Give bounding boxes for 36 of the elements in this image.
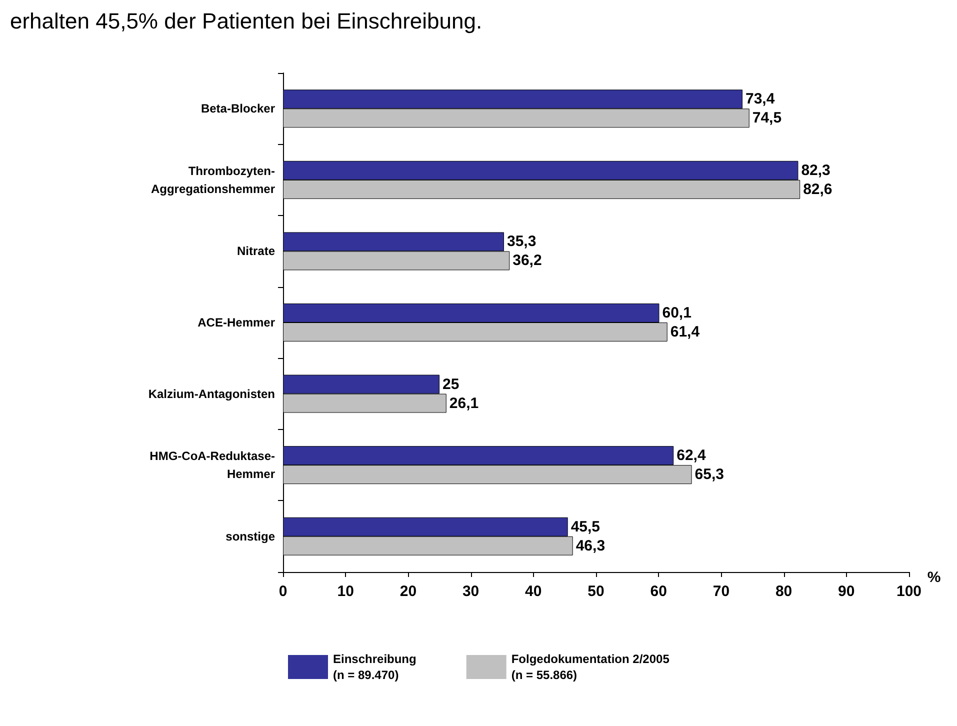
data-label: 61,4 <box>670 324 700 340</box>
x-tick-label: 70 <box>712 583 730 600</box>
data-label: 82,3 <box>801 162 830 179</box>
data-label: 36,2 <box>512 252 542 270</box>
x-tick-label: 40 <box>525 583 542 600</box>
data-label: 82,6 <box>803 180 832 198</box>
y-tick-label: sonstige <box>226 529 276 544</box>
x-tick-label: 20 <box>400 583 417 600</box>
x-tick-label: 80 <box>775 583 792 600</box>
y-tick-label: HMG-CoA-Reduktase- Hemmer <box>150 449 276 482</box>
data-label: 60,1 <box>662 304 692 322</box>
x-tick-label: 0 <box>278 583 288 600</box>
y-tick-label: Kalzium-Antagonisten <box>148 386 275 401</box>
data-label: 25 <box>442 376 460 393</box>
data-label: 65,3 <box>694 466 724 484</box>
x-tick-label: 100 <box>896 583 922 600</box>
y-tick-label: Nitrate <box>236 244 276 258</box>
legend-label: Einschreibung (n = 89.470) <box>333 652 416 682</box>
x-tick-label: 50 <box>588 583 604 600</box>
x-tick-label: 90 <box>838 583 855 600</box>
x-axis-title: % <box>927 569 941 586</box>
data-label: 35,3 <box>506 233 536 250</box>
data-label: 46,3 <box>576 537 606 554</box>
legend-label: Folgedokumentation 2/2005 (n = 55.866) <box>511 652 670 682</box>
x-tick-label: 10 <box>337 583 354 600</box>
text: erhalten 45,5% der Patienten bei Einschreibung. <box>10 8 482 34</box>
x-tick-label: 60 <box>650 583 667 600</box>
data-label: 73,4 <box>745 90 776 108</box>
data-label: 26,1 <box>449 394 479 412</box>
x-tick-label: 30 <box>462 583 480 600</box>
data-label: 62,4 <box>676 447 706 464</box>
y-tick-label: Thrombozyten- Aggregationshemmer <box>150 164 276 196</box>
data-label: 45,5 <box>570 518 600 536</box>
data-label: 74,5 <box>752 110 782 127</box>
y-tick-label: Beta-Blocker <box>200 102 276 116</box>
y-tick-label: ACE-Hemmer <box>198 316 276 330</box>
